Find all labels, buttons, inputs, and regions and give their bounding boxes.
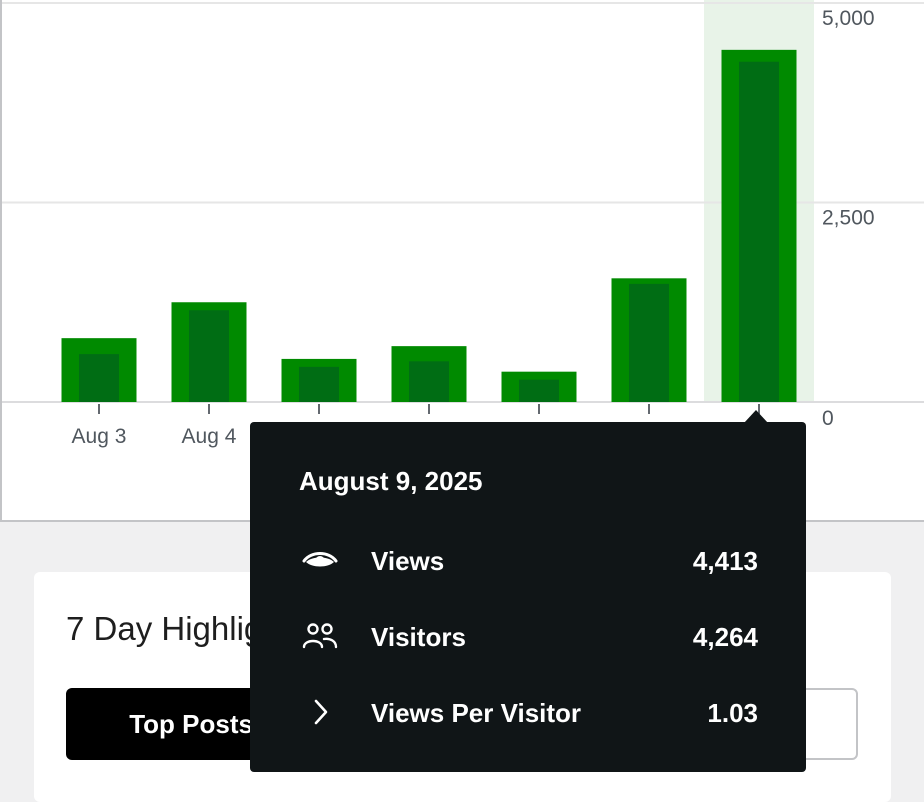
tooltip-value-visitors: 4,264 bbox=[692, 622, 758, 652]
xtick-label-0: Aug 3 bbox=[72, 425, 127, 448]
tooltip-date: August 9, 2025 bbox=[299, 466, 483, 496]
bar-visitors-1 bbox=[189, 310, 229, 402]
bar-visitors-2 bbox=[299, 366, 339, 402]
xtick-label-1: Aug 4 bbox=[182, 425, 237, 448]
tooltip-value-views-per-visitor: 1.03 bbox=[707, 698, 758, 728]
bar-visitors-6 bbox=[739, 61, 779, 403]
tooltip-row-visitors: Visitors 4,264 bbox=[250, 616, 806, 656]
bar-visitors-3 bbox=[409, 361, 449, 402]
bar-visitors-0 bbox=[79, 354, 119, 402]
bar-visitors-4 bbox=[519, 379, 559, 402]
tooltip-arrow bbox=[744, 410, 768, 423]
chevron-right-icon bbox=[314, 699, 328, 725]
people-icon bbox=[302, 623, 338, 649]
chart-tooltip: August 9, 2025 Views 4,413 Visitors 4,26… bbox=[250, 422, 806, 772]
tooltip-label-visitors: Visitors bbox=[371, 622, 466, 652]
views-bar-chart: 5,000 2,500 0 Aug 3 Aug 4 bbox=[2, 0, 924, 448]
ytick-label-0: 0 bbox=[822, 407, 834, 430]
ytick-label-5000: 5,000 bbox=[822, 7, 875, 30]
tooltip-row-views-per-visitor: Views Per Visitor 1.03 bbox=[250, 692, 806, 732]
ytick-label-2500: 2,500 bbox=[822, 207, 875, 230]
eye-icon bbox=[302, 552, 338, 567]
tooltip-value-views: 4,413 bbox=[692, 546, 758, 576]
bar-visitors-5 bbox=[629, 283, 669, 402]
tooltip-row-views: Views 4,413 bbox=[250, 540, 806, 580]
tooltip-label-views: Views bbox=[371, 546, 445, 576]
tooltip-label-views-per-visitor: Views Per Visitor bbox=[371, 698, 582, 728]
